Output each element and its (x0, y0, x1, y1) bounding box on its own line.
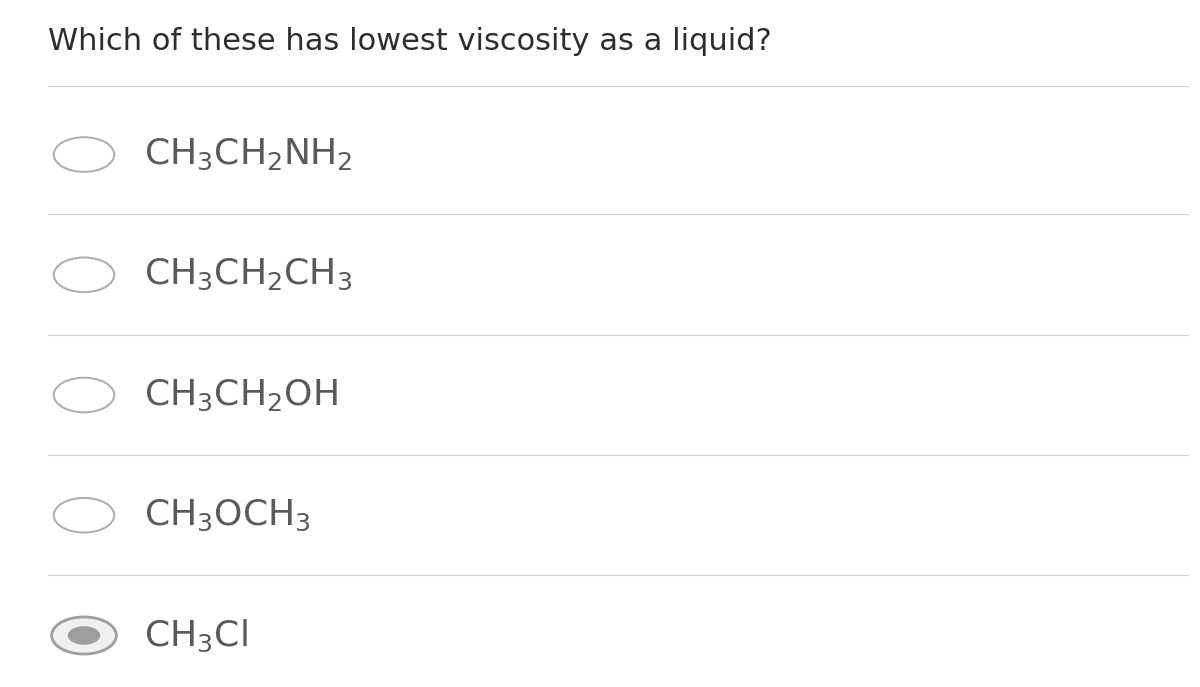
Text: Which of these has lowest viscosity as a liquid?: Which of these has lowest viscosity as a… (48, 27, 772, 56)
Text: CH$_3$Cl: CH$_3$Cl (144, 618, 247, 653)
Text: CH$_3$OCH$_3$: CH$_3$OCH$_3$ (144, 497, 311, 533)
Circle shape (54, 498, 114, 532)
Circle shape (54, 258, 114, 292)
Text: CH$_3$CH$_2$NH$_2$: CH$_3$CH$_2$NH$_2$ (144, 137, 353, 172)
Circle shape (52, 617, 116, 654)
Text: CH$_3$CH$_2$OH: CH$_3$CH$_2$OH (144, 377, 337, 413)
Circle shape (54, 137, 114, 172)
Circle shape (68, 627, 101, 644)
Text: CH$_3$CH$_2$CH$_3$: CH$_3$CH$_2$CH$_3$ (144, 257, 353, 293)
Circle shape (54, 378, 114, 412)
